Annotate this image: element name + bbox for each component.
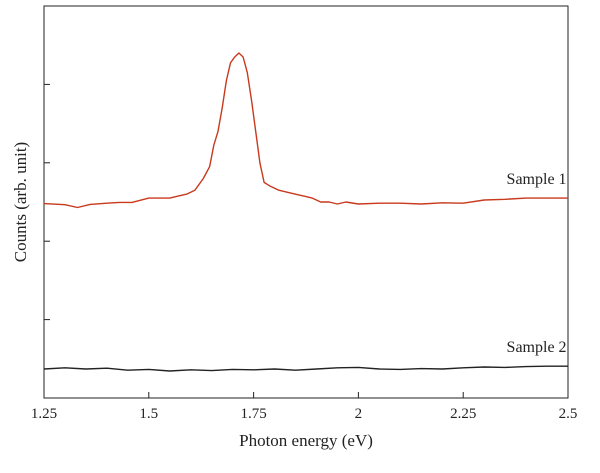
series-labels: Sample 1 Sample 2 <box>507 171 567 356</box>
plot-frame <box>43 5 569 399</box>
series-lines <box>43 52 568 372</box>
x-tick-label-1: 1.5 <box>139 406 158 422</box>
x-tick-label-4: 2.25 <box>450 406 476 422</box>
x-axis-tick-labels: 1.25 1.5 1.75 2 2.25 2.5 <box>31 406 578 422</box>
series-line-1 <box>43 52 568 209</box>
series-line-2 <box>43 365 568 372</box>
y-axis-label: Counts (arb. unit) <box>11 142 30 262</box>
y-axis-ticks <box>44 5 50 321</box>
series-label-1: Sample 1 <box>507 171 567 188</box>
x-tick-label-5: 2.5 <box>559 406 578 422</box>
x-tick-label-3: 2 <box>355 406 363 422</box>
x-tick-label-2: 1.75 <box>240 406 266 422</box>
x-axis-label: Photon energy (eV) <box>239 431 373 450</box>
series-label-2: Sample 2 <box>507 339 567 356</box>
x-axis-ticks <box>43 392 569 398</box>
x-tick-label-0: 1.25 <box>31 406 57 422</box>
